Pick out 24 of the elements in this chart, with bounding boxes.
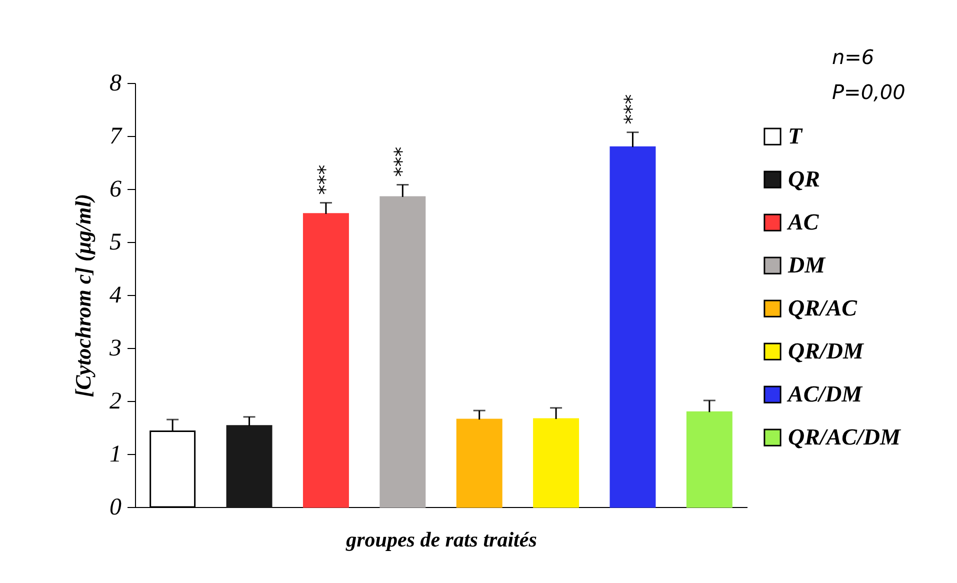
text: n=6 (832, 45, 874, 69)
y-tick-label: 2 (110, 388, 122, 414)
legend-label: DM (787, 252, 827, 278)
legend-label: AC (786, 210, 820, 234)
y-tick-label: 7 (110, 124, 122, 150)
legend-label: QR (788, 166, 820, 192)
annotation: *** (390, 146, 414, 177)
legend-label: QR/AC (788, 296, 858, 320)
y-tick-label: 5 (110, 230, 122, 256)
y-tick-label: 6 (110, 176, 122, 202)
x-axis-title: groupes de rats traités (345, 528, 537, 552)
y-tick-label: 1 (110, 442, 122, 468)
y-axis-title: [Cytochrom c] (µg/ml) (70, 194, 96, 398)
y-tick-label: 4 (110, 282, 122, 308)
legend-label: AC/DM (786, 382, 864, 406)
y-tick-label: 8 (110, 70, 122, 96)
text: P=0,00 (832, 80, 906, 104)
legend-label: QR/AC/DM (788, 424, 902, 450)
annotation: *** (620, 94, 644, 124)
legend-label: QR/DM (788, 338, 865, 364)
legend-label: T (788, 124, 803, 148)
annotation: *** (312, 164, 337, 195)
y-tick-label: 3 (108, 336, 122, 362)
y-tick-label: 0 (110, 494, 122, 520)
